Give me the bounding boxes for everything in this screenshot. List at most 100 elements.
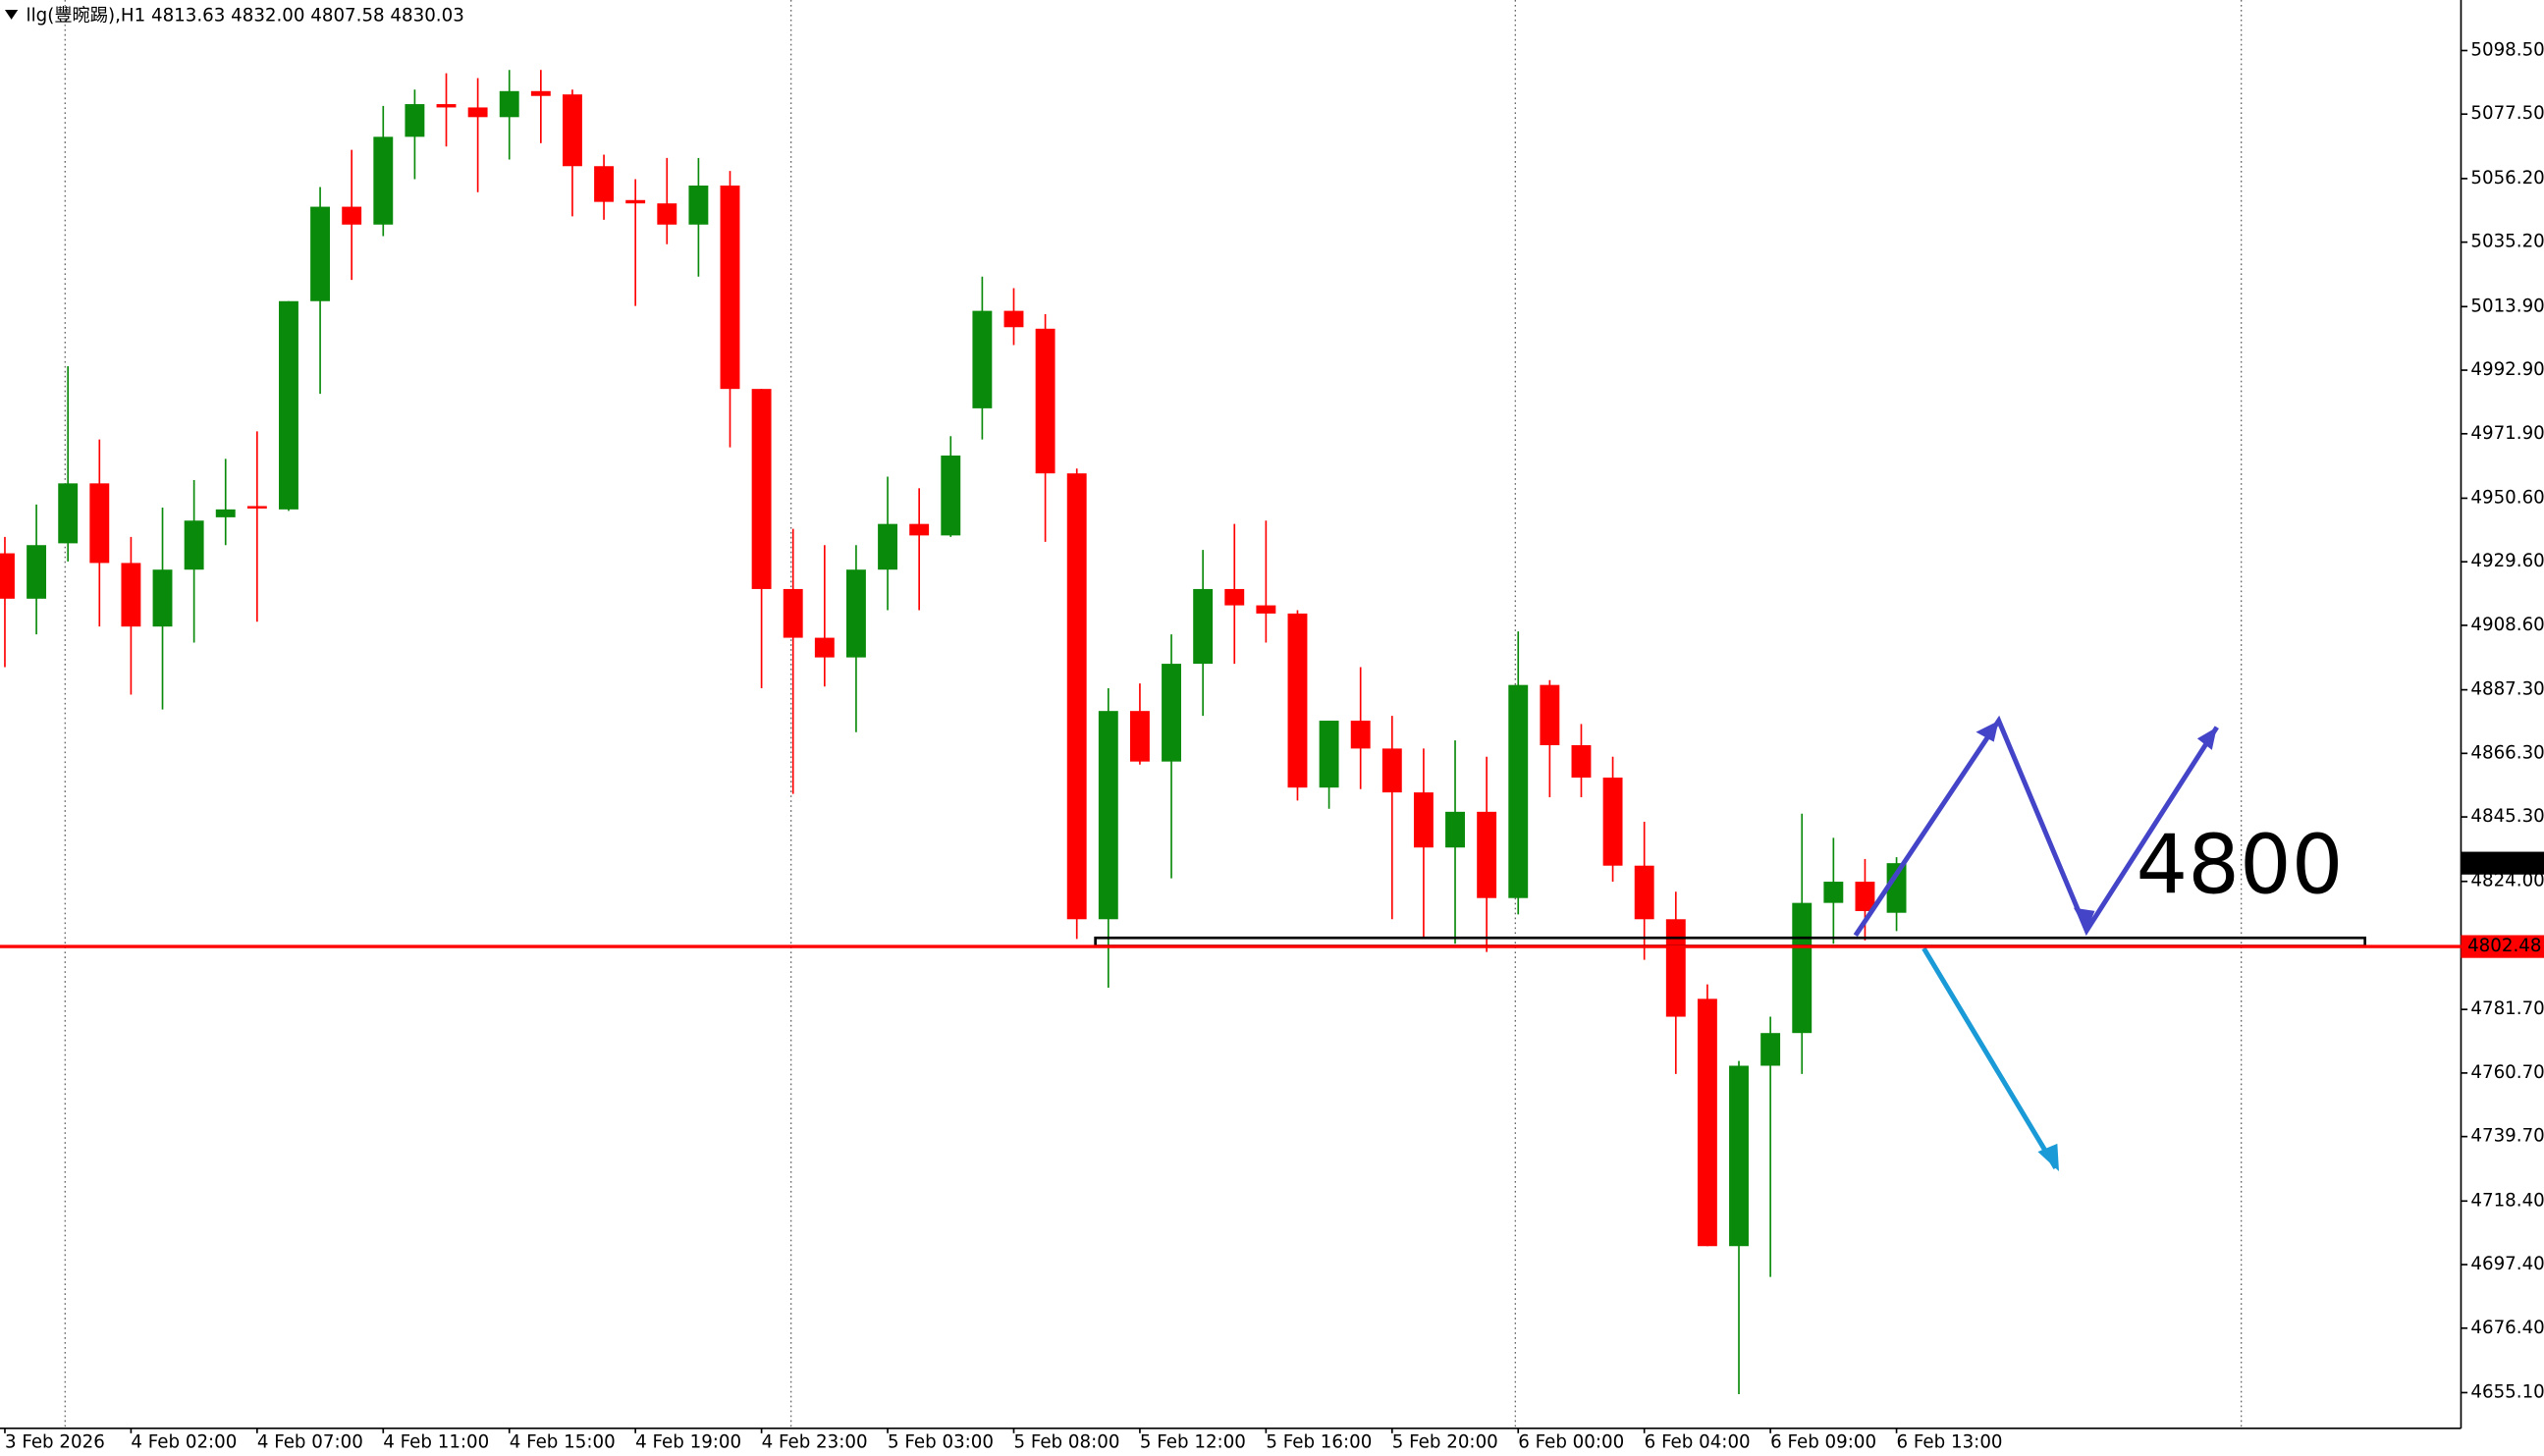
candle-body (279, 300, 298, 510)
chart-title: llg(豐晼踢),H1 4813.63 4832.00 4807.58 4830… (27, 6, 464, 27)
candle-body (310, 206, 331, 301)
candle-body (1381, 748, 1402, 793)
candle-body (1224, 588, 1245, 606)
candle-body (751, 389, 772, 589)
y-tick-label: 4929.60 (2470, 551, 2544, 571)
annotation: 4800 (2137, 817, 2344, 912)
x-tick-label: 5 Feb 16:00 (1266, 1432, 1372, 1453)
price-line-label-bg (2461, 935, 2544, 958)
candle-body (215, 509, 236, 517)
candle-body (27, 545, 47, 599)
x-tick-label: 4 Feb 15:00 (510, 1432, 616, 1453)
x-tick-label: 5 Feb 08:00 (1013, 1432, 1119, 1453)
arrow-head (2196, 727, 2217, 750)
bull-path-arrow (1853, 715, 2219, 938)
candle-body (121, 563, 141, 627)
candle-body (1193, 588, 1214, 665)
candle-body (1571, 745, 1592, 779)
x-tick-label: 6 Feb 04:00 (1645, 1432, 1751, 1453)
y-tick-label: 5035.20 (2470, 232, 2544, 252)
candle-body (0, 553, 15, 599)
x-tick-label: 4 Feb 19:00 (635, 1432, 741, 1453)
y-tick-label: 4739.70 (2470, 1126, 2544, 1147)
candle-body (563, 94, 582, 167)
y-tick-label: 4824.00 (2470, 871, 2544, 891)
candle-body (246, 506, 267, 509)
x-tick-label: 5 Feb 03:00 (888, 1432, 994, 1453)
y-tick-label: 4950.60 (2470, 487, 2544, 508)
candle-body (878, 523, 897, 570)
arrow-head (2037, 1143, 2060, 1172)
y-tick-label: 4697.40 (2470, 1254, 2544, 1274)
candle-body (436, 104, 457, 108)
candle-body (1098, 711, 1118, 920)
candle-body (1634, 865, 1654, 920)
candle-body (909, 523, 930, 536)
last-price-label: 4830.03 (2467, 852, 2541, 873)
candle-body (1540, 684, 1560, 746)
candle-body (1886, 863, 1907, 913)
y-tick-label: 5098.50 (2470, 39, 2544, 60)
candle-body (720, 185, 740, 390)
candle-body (1855, 882, 1875, 911)
y-tick-label: 4866.30 (2470, 742, 2544, 763)
candle-body (814, 637, 835, 658)
candle-body (1003, 310, 1024, 328)
candle-body (657, 203, 677, 225)
y-tick-label: 4718.40 (2470, 1190, 2544, 1211)
x-tick-label: 4 Feb 23:00 (762, 1432, 868, 1453)
candle-body (1729, 1065, 1749, 1247)
candle-body (467, 107, 488, 118)
candle-body (1477, 811, 1497, 898)
candle-body (342, 206, 362, 225)
candle-body (152, 569, 173, 627)
candle-body (1792, 902, 1813, 1034)
candle-body (1129, 711, 1150, 762)
candle-body (1319, 721, 1339, 788)
y-tick-label: 5077.50 (2470, 103, 2544, 124)
candle-body (1697, 998, 1717, 1247)
candle-body (89, 483, 110, 564)
price-line-label: 4802.48 (2467, 936, 2541, 956)
candle-body (1665, 919, 1686, 1017)
x-tick-label: 4 Feb 02:00 (131, 1432, 237, 1453)
candle-body (1760, 1033, 1781, 1066)
candle-body (499, 90, 519, 118)
y-tick-label: 5013.90 (2470, 296, 2544, 316)
candle-body (1413, 792, 1434, 848)
y-tick-label: 4676.40 (2470, 1318, 2544, 1338)
candle-body (625, 199, 646, 204)
candle-body (1162, 664, 1181, 762)
arrow-head (1976, 721, 1999, 742)
y-tick-label: 5056.20 (2470, 168, 2544, 189)
candle-body (845, 569, 866, 658)
menu-triangle[interactable] (4, 9, 19, 20)
x-tick-label: 6 Feb 09:00 (1770, 1432, 1876, 1453)
candle-body (594, 166, 615, 202)
bear-path-arrow (1922, 946, 2058, 1169)
candle-body (1602, 778, 1623, 866)
y-tick-label: 4781.70 (2470, 998, 2544, 1019)
plot-area (0, 70, 1907, 1394)
candle-body (405, 104, 425, 137)
candle-body (1823, 882, 1844, 903)
y-tick-label: 4992.90 (2470, 359, 2544, 380)
candle-body (1066, 473, 1087, 920)
candle-body (1350, 721, 1371, 749)
candle-body (688, 185, 709, 225)
y-tick-label: 4845.30 (2470, 806, 2544, 827)
candle-body (373, 136, 394, 225)
candle-body (1508, 684, 1529, 898)
y-tick-label: 4760.70 (2470, 1062, 2544, 1083)
candle-body (1287, 613, 1308, 788)
y-tick-label: 4887.30 (2470, 679, 2544, 700)
x-tick-label: 5 Feb 20:00 (1392, 1432, 1498, 1453)
y-tick-label: 4971.90 (2470, 423, 2544, 444)
candle-body (1445, 811, 1465, 848)
x-tick-label: 4 Feb 11:00 (383, 1432, 489, 1453)
candle-body (1256, 605, 1276, 614)
candle-body (941, 455, 961, 536)
candle-body (783, 588, 803, 638)
